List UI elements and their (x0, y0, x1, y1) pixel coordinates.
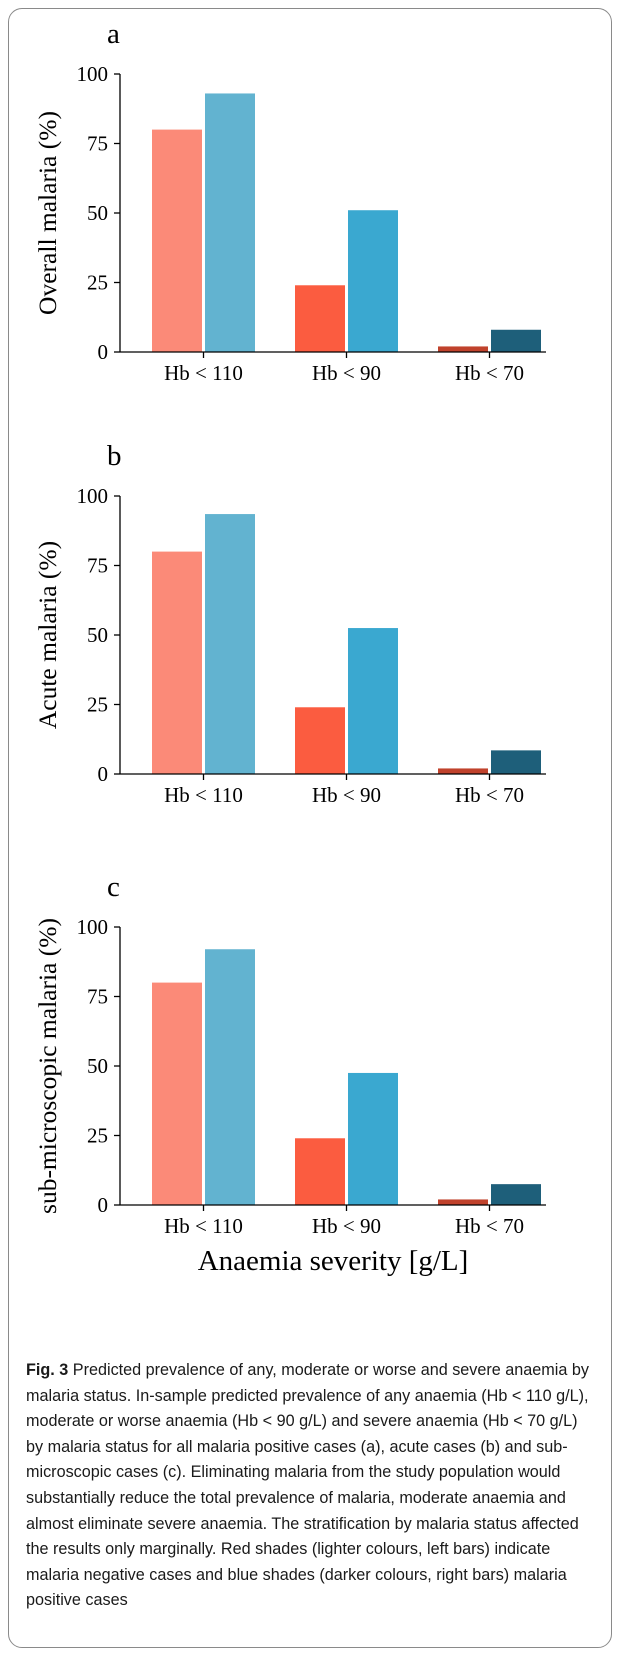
bar (295, 285, 345, 352)
x-tick-label: Hb < 90 (312, 783, 381, 807)
bar (348, 1072, 398, 1205)
y-tick-label: 25 (87, 1124, 108, 1148)
bar (205, 93, 255, 353)
y-tick-label: 0 (98, 762, 109, 786)
bar (152, 551, 202, 774)
y-tick-label: 100 (77, 62, 109, 86)
x-tick-label: Hb < 90 (312, 1214, 381, 1238)
chart-panel-a: a 0 25 50 75 100 Overall malaria (%) Hb < 110 Hb… (33, 18, 546, 385)
x-tick-label: Hb < 70 (455, 783, 524, 807)
y-tick-label: 75 (87, 132, 108, 156)
bar (438, 346, 488, 352)
bar (348, 628, 398, 774)
x-tick-label: Hb < 90 (312, 361, 381, 385)
x-tick-label: Hb < 110 (164, 783, 243, 807)
x-tick-label: Hb < 70 (455, 1214, 524, 1238)
y-tick-label: 25 (87, 271, 108, 295)
y-tick-label: 25 (87, 693, 108, 717)
x-tick-label: Hb < 110 (164, 1214, 243, 1238)
bar (491, 329, 541, 352)
caption-label: Fig. 3 (26, 1361, 69, 1379)
y-axis-label: Overall malaria (%) (33, 111, 62, 315)
caption-text: Predicted prevalence of any, moderate or… (26, 1361, 589, 1610)
y-axis-label: Acute malaria (%) (33, 541, 62, 729)
bar (491, 1184, 541, 1205)
y-tick-label: 75 (87, 985, 108, 1009)
bar (152, 129, 202, 352)
bar (491, 750, 541, 774)
y-tick-label: 100 (77, 484, 109, 508)
chart-panel-c: c 0 25 50 75 100 sub-microscopic malaria (%) Hb… (33, 871, 546, 1277)
bar (205, 949, 255, 1205)
bar (438, 768, 488, 774)
y-tick-label: 50 (87, 623, 108, 647)
bar (295, 707, 345, 774)
x-tick-label: Hb < 110 (164, 361, 243, 385)
panel-label: c (107, 871, 120, 903)
figure-caption: Fig. 3 Predicted prevalence of any, mode… (26, 1358, 598, 1614)
bar (205, 514, 255, 774)
y-axis-label: sub-microscopic malaria (%) (33, 918, 62, 1214)
y-tick-label: 75 (87, 554, 108, 578)
x-axis-label: Anaemia severity [g/L] (198, 1245, 469, 1277)
bar (295, 1138, 345, 1205)
bar (152, 982, 202, 1205)
y-tick-label: 50 (87, 1054, 108, 1078)
bar (348, 210, 398, 352)
y-tick-label: 0 (98, 340, 109, 364)
y-tick-label: 50 (87, 201, 108, 225)
panel-label: b (107, 440, 122, 472)
panel-label: a (107, 18, 120, 50)
chart-panel-b: b 0 25 50 75 100 Acute malaria (%) Hb < 110 Hb <… (33, 440, 546, 807)
y-tick-label: 0 (98, 1193, 109, 1217)
x-tick-label: Hb < 70 (455, 361, 524, 385)
bar (438, 1199, 488, 1205)
figure-frame (8, 8, 612, 1648)
y-tick-label: 100 (77, 915, 109, 939)
